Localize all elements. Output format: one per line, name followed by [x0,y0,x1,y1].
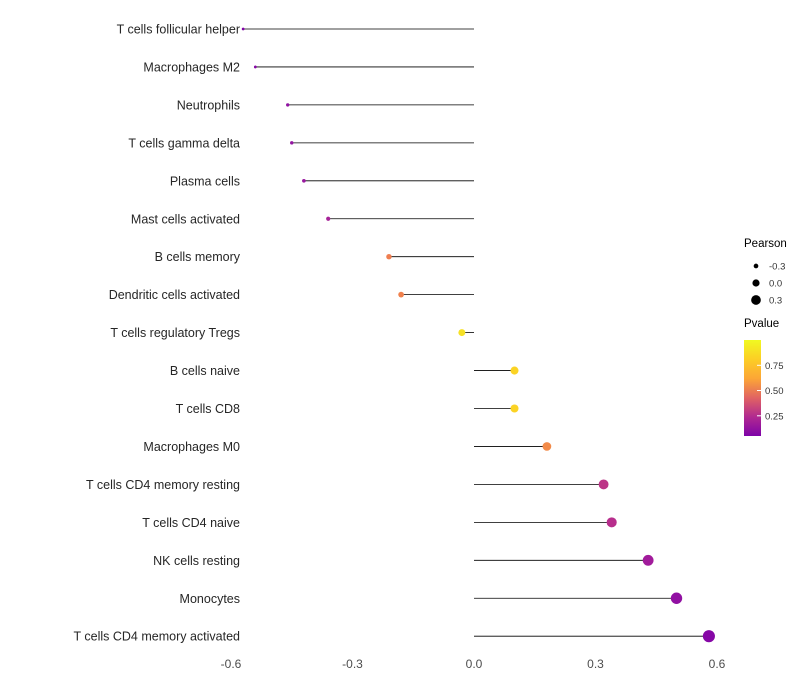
x-tick-label: 0.0 [466,657,483,671]
category-label: Macrophages M2 [143,60,240,74]
category-label: Neutrophils [177,98,240,112]
lollipop-dot [241,27,245,31]
lollipop-dot [458,329,466,337]
lollipop-dot [642,554,654,566]
category-label: T cells CD8 [176,402,240,416]
legend-size-label: 0.0 [769,279,782,290]
category-label: T cells regulatory Tregs [110,326,240,340]
legend-size-dot [751,295,761,305]
category-label: T cells gamma delta [128,136,240,150]
lollipop-dot [510,404,519,413]
category-label: T cells CD4 memory activated [74,630,241,644]
category-label: Macrophages M0 [143,440,240,454]
x-tick-label: 0.3 [587,657,604,671]
legend-color-ticklabel: 0.25 [765,411,784,422]
category-label: T cells CD4 memory resting [86,478,240,492]
legend-size-dot [753,263,759,269]
lollipop-dot [670,592,683,604]
lollipop-dot [398,291,404,298]
lollipop-dot [302,178,306,183]
category-label: Mast cells activated [131,212,240,226]
lollipop-dot [510,366,519,375]
category-label: B cells memory [155,250,241,264]
legend-size-dot [752,279,760,287]
category-label: Plasma cells [170,174,240,188]
category-label: T cells follicular helper [117,23,240,37]
lollipop-dot [286,103,290,107]
legend-color-bar [744,340,761,436]
lollipop-dot [326,216,331,221]
lollipop-dot [702,630,715,643]
category-label: Monocytes [180,592,240,606]
x-tick-label: 0.6 [709,657,726,671]
lollipop-dot [606,517,617,528]
category-label: NK cells resting [153,554,240,568]
category-label: B cells naive [170,364,240,378]
x-tick-label: -0.6 [221,657,242,671]
legend-pearson-title: Pearson [744,238,787,250]
lollipop-dot [253,65,257,69]
lollipop-dot [542,442,552,451]
lollipop-dot [598,479,609,490]
category-label: T cells CD4 naive [142,516,240,530]
lollipop-dot [386,253,392,260]
legend-size-label: -0.3 [769,262,785,273]
legend-pvalue-title: Pvalue [744,318,779,330]
lollipop-dot [290,141,294,145]
legend-size-label: 0.3 [769,296,782,307]
legend-color-ticklabel: 0.50 [765,386,784,397]
x-tick-label: -0.3 [342,657,363,671]
category-label: Dendritic cells activated [109,288,240,302]
legend-color-ticklabel: 0.75 [765,361,784,372]
